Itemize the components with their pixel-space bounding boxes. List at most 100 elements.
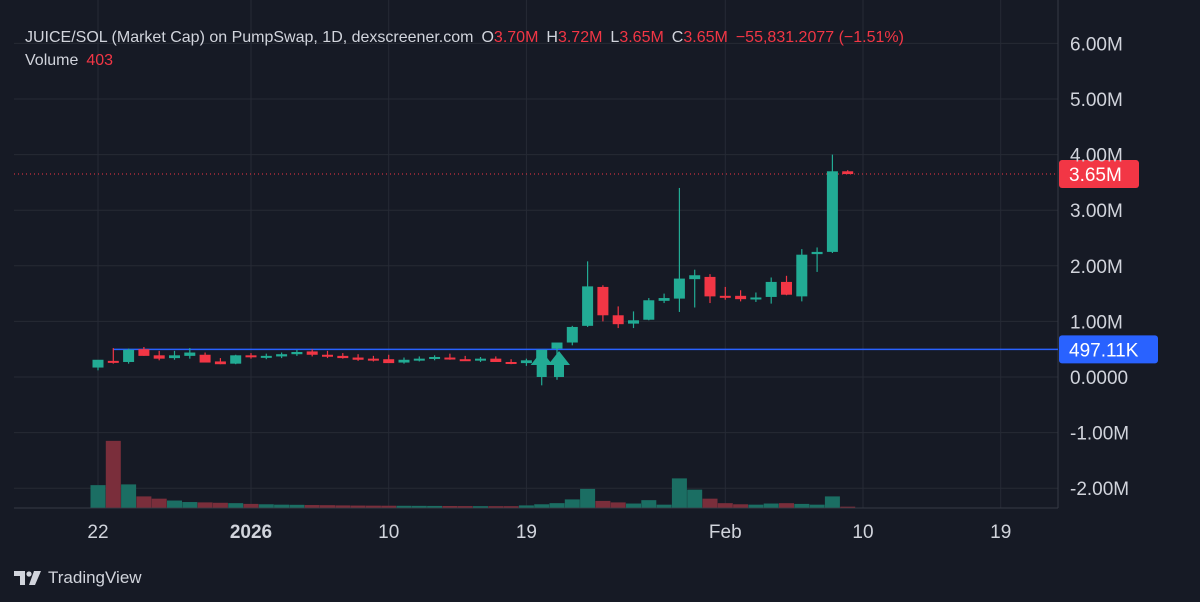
x-tick-label: 10: [378, 522, 399, 543]
last-price-text: 3.65M: [1069, 165, 1122, 186]
candle-body: [337, 355, 349, 359]
candle-body: [475, 358, 486, 361]
candle-body: [398, 359, 410, 363]
volume-legend: Volume 403: [25, 50, 113, 72]
candle-body: [811, 251, 823, 255]
x-tick-label: 2026: [230, 522, 272, 543]
candle-body: [658, 298, 670, 301]
volume-bar: [289, 504, 305, 508]
volume-bar: [580, 488, 596, 508]
y-tick-label: -2.00M: [1070, 479, 1129, 500]
volume-bar: [595, 500, 611, 508]
volume-bar: [564, 499, 580, 508]
x-tick-label: 10: [852, 522, 873, 543]
candle-body: [291, 351, 303, 355]
volume-bar: [794, 503, 810, 508]
level-label-box: [1059, 335, 1158, 364]
volume-bar: [779, 503, 794, 508]
volume-bar: [121, 484, 137, 508]
volume-bar: [350, 505, 366, 508]
candle-body: [796, 254, 808, 297]
candle-body: [842, 171, 854, 175]
candle-body: [459, 359, 471, 362]
volume-bar: [335, 505, 351, 508]
volume-bar: [442, 506, 458, 508]
volume-bar: [228, 503, 244, 508]
volume-bar: [167, 500, 182, 508]
change-value: −55,831.2077 (−1.51%): [735, 29, 904, 46]
candle-body: [597, 286, 609, 316]
x-axis[interactable]: 22 2026 10 19 Feb 10 19: [87, 522, 1011, 543]
close-label: C: [671, 29, 684, 46]
volume-bar: [212, 502, 228, 508]
candle-body: [826, 171, 838, 252]
volume-bar: [381, 505, 397, 508]
y-tick-label: 4.00M: [1070, 146, 1123, 167]
volume-bar: [641, 500, 657, 508]
y-tick-label: 1.00M: [1070, 312, 1123, 333]
candle-body: [352, 357, 364, 360]
volume-bar: [473, 506, 488, 508]
x-tick-label: 19: [990, 522, 1011, 543]
candle-body: [551, 342, 563, 349]
volume-bar: [702, 498, 718, 508]
volume-bar: [549, 503, 565, 508]
volume-bar: [243, 503, 259, 508]
y-tick-label: 6.00M: [1070, 34, 1123, 55]
candle-body: [689, 275, 701, 280]
candle-body: [322, 354, 333, 357]
y-tick-label: -1.00M: [1070, 424, 1129, 445]
volume-value: 403: [86, 52, 114, 69]
volume-bar: [503, 506, 519, 508]
candle-body: [673, 278, 685, 299]
volume-bar: [365, 505, 381, 508]
volume-bar: [304, 505, 320, 508]
volume-bar: [717, 503, 733, 508]
volume-bar: [151, 498, 167, 508]
last-price-box: [1059, 160, 1139, 189]
candlesticks: [92, 154, 854, 386]
candle-body: [704, 276, 716, 297]
volume-bar: [809, 504, 825, 508]
volume-bar: [626, 503, 641, 508]
high-value: 3.72M: [557, 29, 603, 46]
volume-bar: [197, 502, 213, 508]
volume-bar: [274, 504, 290, 508]
volume-bar: [258, 504, 274, 508]
x-tick-label: 19: [516, 522, 537, 543]
candle-body: [490, 358, 502, 362]
candle-body: [138, 349, 150, 356]
volume-bars: [90, 440, 856, 508]
volume-bar: [396, 505, 412, 508]
candle-body: [566, 326, 578, 343]
low-value: 3.65M: [619, 29, 664, 46]
candle-body: [429, 356, 441, 359]
chart-legend-header: JUICE/SOL (Market Cap) on PumpSwap, 1D, …: [25, 27, 904, 49]
candle-body: [153, 355, 165, 359]
volume-bar: [411, 505, 427, 508]
y-tick-label: 5.00M: [1070, 90, 1123, 111]
volume-bar: [90, 485, 106, 508]
volume-bar: [427, 505, 443, 508]
candle-body: [735, 295, 747, 300]
candle-body: [123, 349, 135, 362]
volume-bar: [136, 496, 152, 508]
symbol-title: JUICE/SOL (Market Cap) on PumpSwap, 1D, …: [25, 29, 474, 46]
buy-arrow-icon: [530, 351, 553, 377]
candle-body: [306, 351, 318, 355]
volume-bar: [320, 505, 335, 508]
candle-body: [260, 355, 272, 358]
candle-body: [230, 355, 242, 364]
tradingview-brand[interactable]: TradingView: [14, 568, 142, 588]
candle-body: [750, 297, 762, 300]
candle-body: [765, 281, 777, 297]
y-axis[interactable]: 6.00M 5.00M 4.00M 3.00M 2.00M 1.00M 0.0000 -1.0…: [1070, 34, 1129, 500]
volume-bar: [671, 478, 687, 508]
y-tick-label: 0.0000: [1070, 368, 1128, 389]
candle-body: [92, 359, 104, 368]
buy-markers: [530, 351, 570, 377]
candle-body: [612, 315, 624, 325]
candle-body: [214, 361, 226, 365]
volume-bar: [518, 505, 534, 508]
